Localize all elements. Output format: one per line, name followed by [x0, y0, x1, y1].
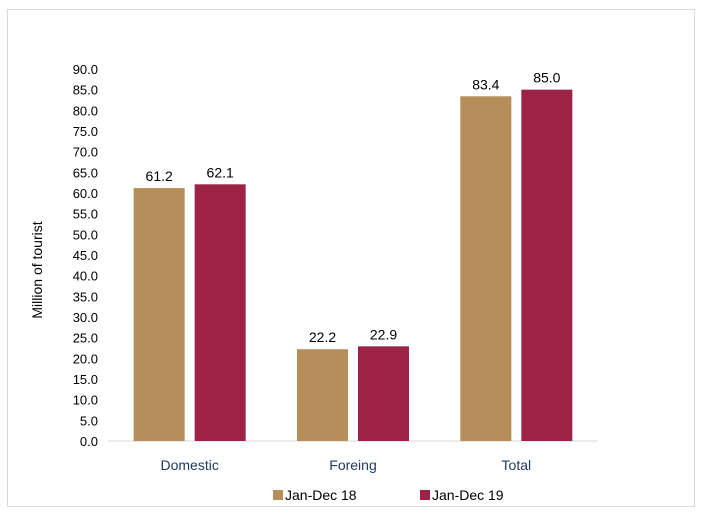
x-category-label: Foreing: [329, 457, 376, 473]
data-label: 62.1: [207, 164, 234, 180]
legend-label: Jan-Dec 19: [432, 487, 504, 503]
data-label: 22.2: [309, 329, 336, 345]
y-tick-label: 15.0: [73, 372, 98, 387]
legend: Jan-Dec 18 Jan-Dec 19: [273, 487, 504, 503]
legend-swatch: [420, 490, 430, 500]
y-tick-label: 25.0: [73, 331, 98, 346]
data-label: 61.2: [146, 168, 173, 184]
y-tick-label: 90.0: [73, 62, 98, 77]
bar: [521, 89, 573, 442]
y-tick-label: 20.0: [73, 351, 98, 366]
bar: [460, 96, 512, 441]
bars: [133, 89, 573, 442]
y-tick-label: 65.0: [73, 165, 98, 180]
y-tick-label: 75.0: [73, 124, 98, 139]
y-tick-label: 85.0: [73, 83, 98, 98]
y-tick-label: 80.0: [73, 103, 98, 118]
y-axis-title: Million of tourist: [29, 221, 45, 318]
y-tick-label: 70.0: [73, 145, 98, 160]
data-label: 85.0: [533, 70, 560, 86]
x-category-label: Domestic: [160, 457, 218, 473]
chart-frame: [7, 9, 695, 507]
bar: [194, 184, 246, 441]
y-tick-label: 45.0: [73, 248, 98, 263]
y-tick-label: 60.0: [73, 186, 98, 201]
legend-label: Jan-Dec 18: [285, 487, 357, 503]
y-tick-label: 30.0: [73, 310, 98, 325]
y-tick-label: 5.0: [80, 413, 98, 428]
category-labels: Domestic Foreing Total: [160, 457, 531, 473]
y-tick-label: 0.0: [80, 434, 98, 449]
y-tick-label: 10.0: [73, 393, 98, 408]
y-tick-label: 50.0: [73, 227, 98, 242]
bar: [133, 188, 185, 441]
y-axis-ticks: 0.0 5.0 10.0 15.0 20.0 25.0 30.0 35.0 40.0 45.0 50…: [73, 62, 98, 449]
data-label: 22.9: [370, 326, 397, 342]
bar: [358, 346, 409, 441]
legend-swatch: [273, 490, 283, 500]
bar: [297, 349, 348, 441]
y-tick-label: 55.0: [73, 207, 98, 222]
data-labels: 61.2 62.1 22.2 22.9 83.4 85.0: [146, 70, 561, 346]
y-tick-label: 35.0: [73, 289, 98, 304]
data-label: 83.4: [472, 76, 499, 92]
y-tick-label: 40.0: [73, 269, 98, 284]
x-category-label: Total: [502, 457, 532, 473]
